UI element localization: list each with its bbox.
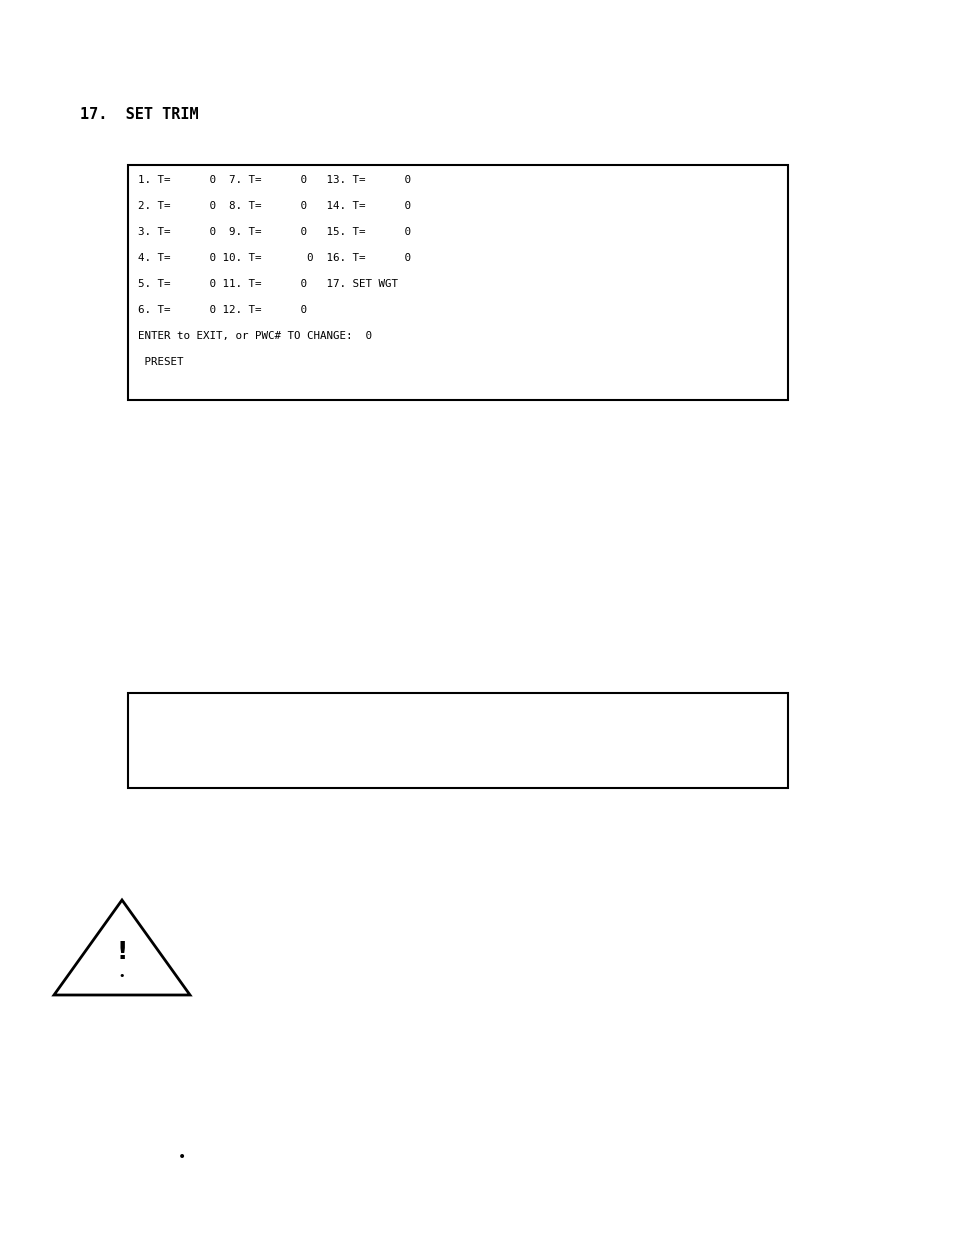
Text: 6. T=      0 12. T=      0: 6. T= 0 12. T= 0 xyxy=(138,305,307,315)
Text: PRESET: PRESET xyxy=(138,357,183,367)
Text: •: • xyxy=(177,1150,186,1165)
Text: ENTER to EXIT, or PWC# TO CHANGE:  0: ENTER to EXIT, or PWC# TO CHANGE: 0 xyxy=(138,331,372,341)
Text: 17.  SET TRIM: 17. SET TRIM xyxy=(80,107,198,122)
Text: 2. T=      0  8. T=      0   14. T=      0: 2. T= 0 8. T= 0 14. T= 0 xyxy=(138,201,411,211)
Text: 1. T=      0  7. T=      0   13. T=      0: 1. T= 0 7. T= 0 13. T= 0 xyxy=(138,175,411,185)
Text: •: • xyxy=(118,971,125,981)
Polygon shape xyxy=(54,900,190,995)
Bar xyxy=(128,165,787,400)
Text: 5. T=      0 11. T=      0   17. SET WGT: 5. T= 0 11. T= 0 17. SET WGT xyxy=(138,279,397,289)
Text: !: ! xyxy=(116,940,128,965)
Bar xyxy=(128,693,787,788)
Text: 4. T=      0 10. T=       0  16. T=      0: 4. T= 0 10. T= 0 16. T= 0 xyxy=(138,253,411,263)
Text: 3. T=      0  9. T=      0   15. T=      0: 3. T= 0 9. T= 0 15. T= 0 xyxy=(138,227,411,237)
